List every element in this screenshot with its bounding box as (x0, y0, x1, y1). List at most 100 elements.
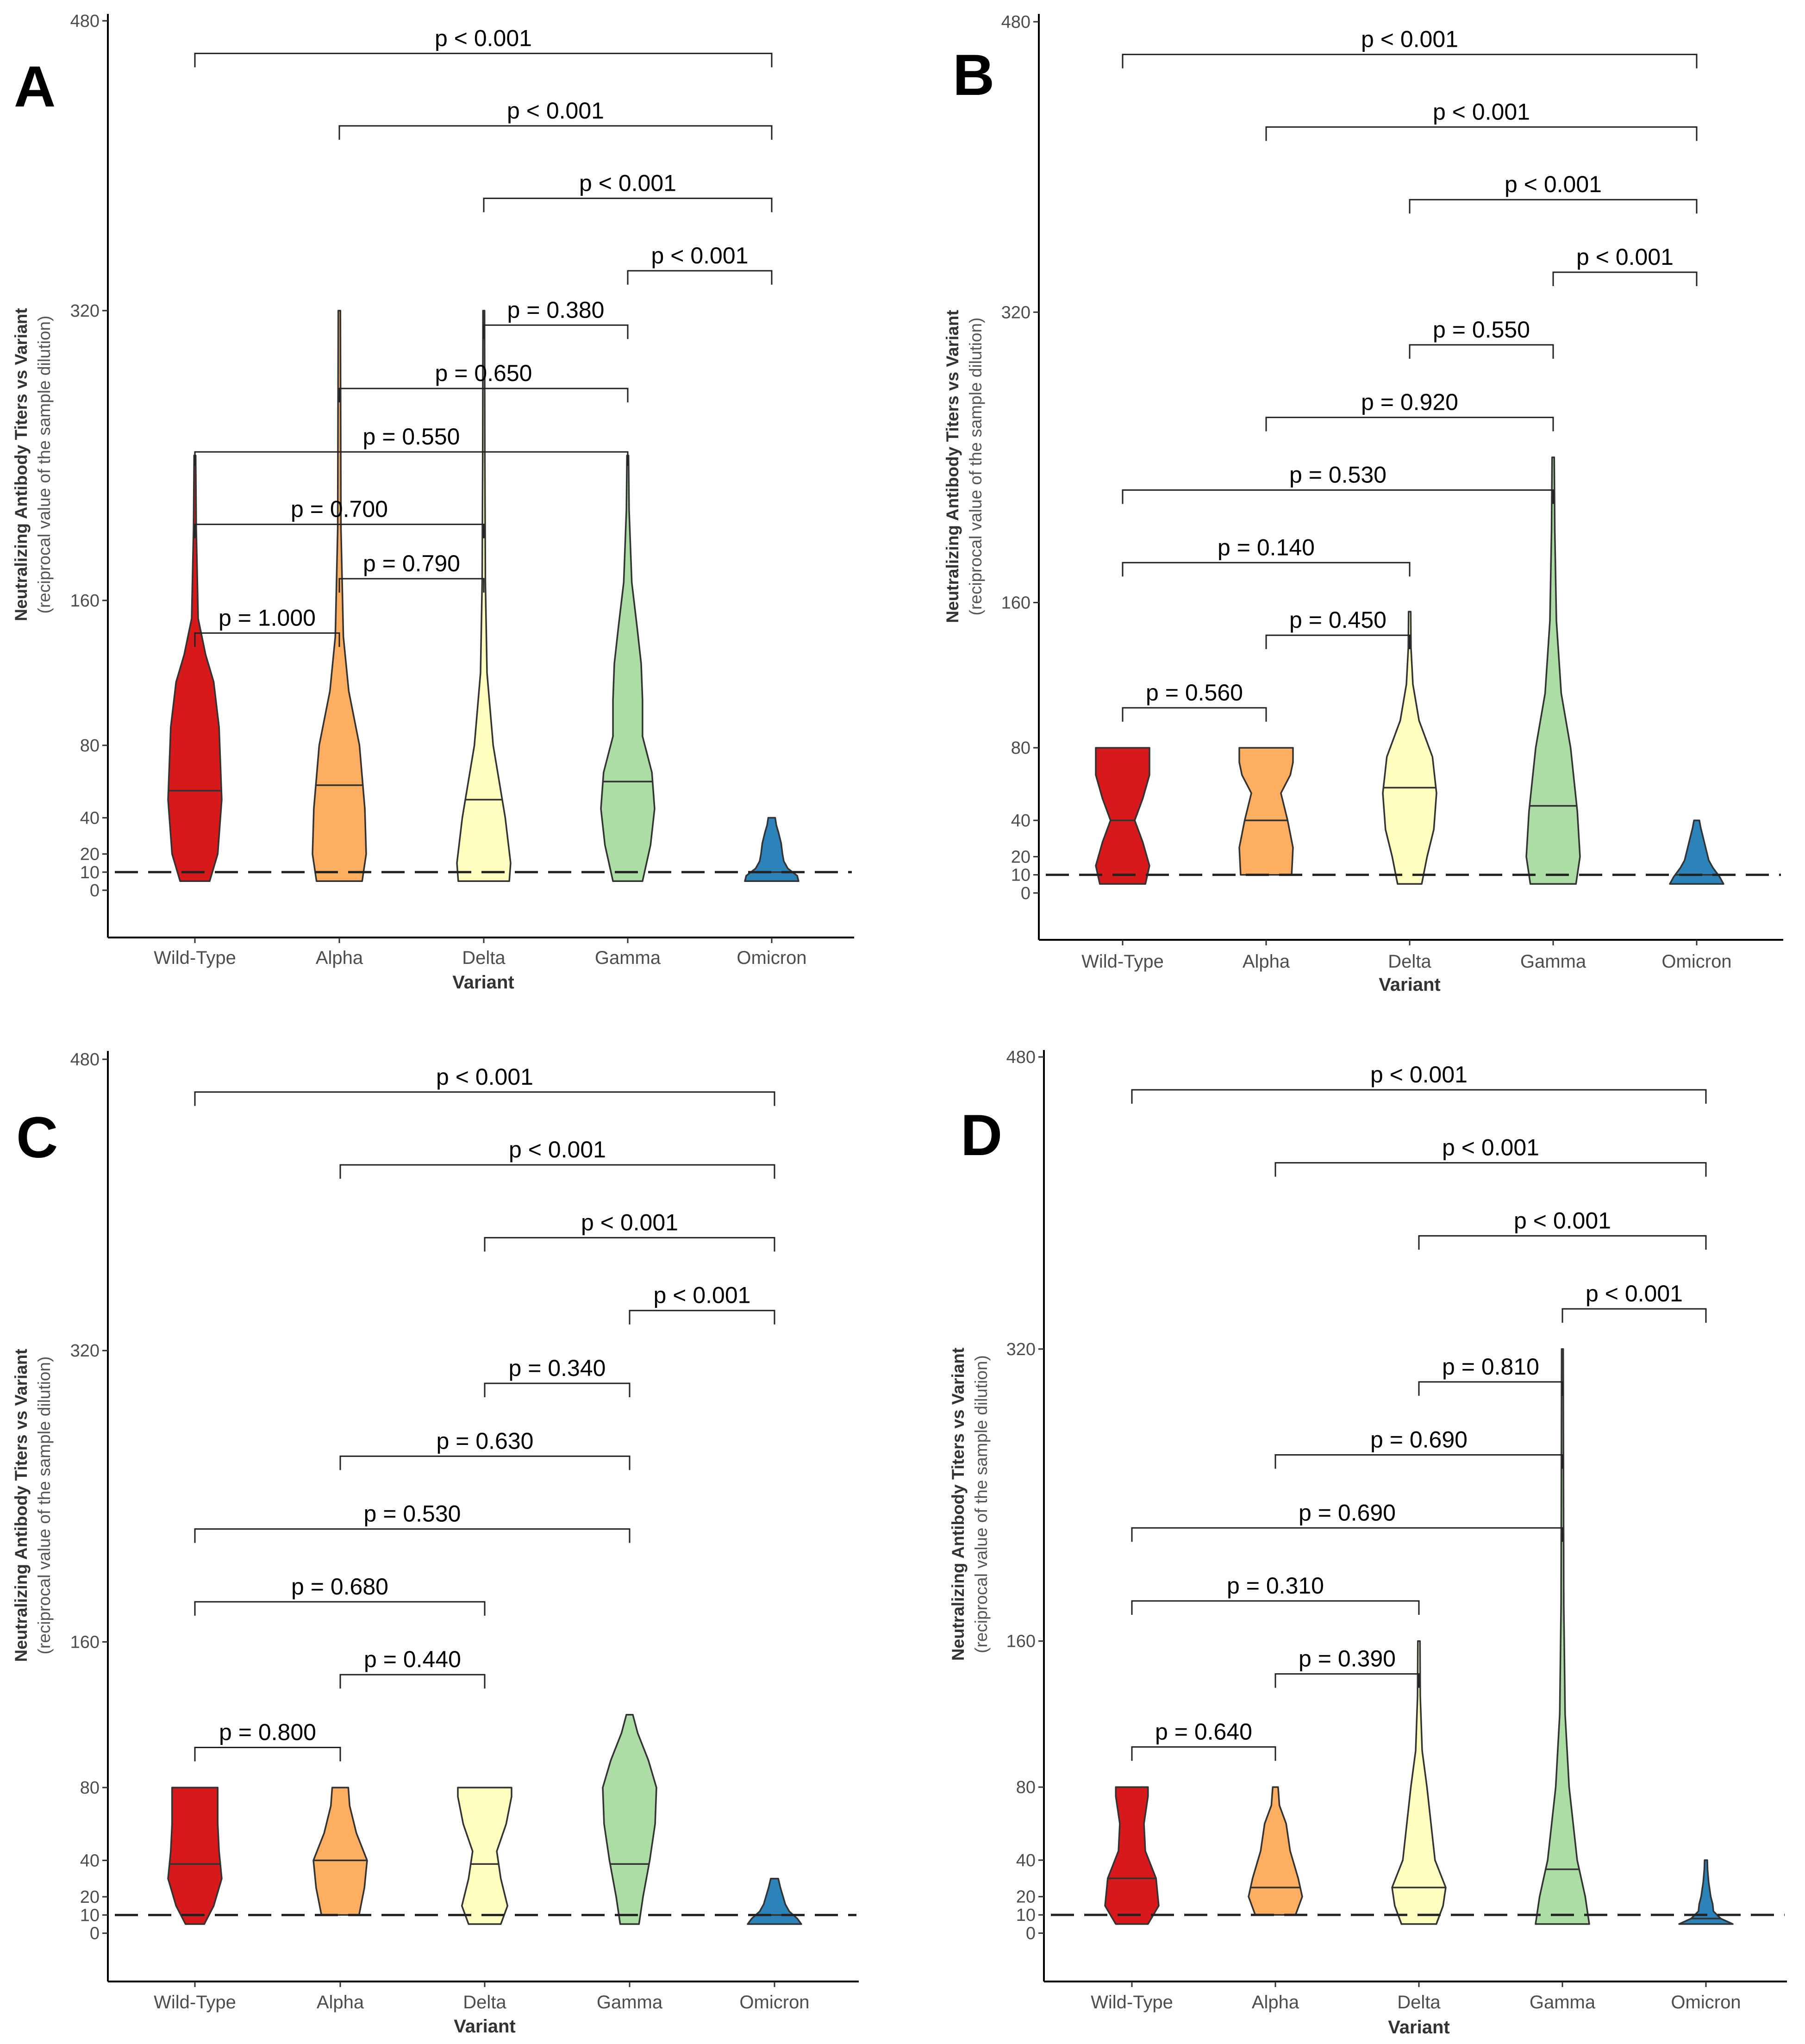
x-tick-label: Alpha (317, 1992, 364, 2013)
x-tick-label: Omicron (739, 1992, 809, 2013)
comparison-bracket (339, 1455, 631, 1470)
p-value-label: p < 0.001 (1370, 1062, 1468, 1088)
violin-delta (456, 310, 512, 882)
comparison-bracket (1131, 1089, 1707, 1104)
p-value-label: p = 0.920 (1361, 389, 1458, 415)
p-value-label: p = 0.530 (1289, 462, 1387, 488)
comparison-bracket (1122, 707, 1267, 722)
violin-alpha (312, 310, 367, 882)
comparison-bracket (338, 125, 773, 140)
violin-omicron (747, 1877, 802, 1925)
comparison-bracket (484, 1237, 775, 1252)
comparison-bracket (338, 578, 485, 593)
comparison-bracket (1265, 126, 1698, 141)
comparison-bracket (1265, 634, 1411, 650)
y-tick-label: 0 (1026, 1924, 1036, 1944)
comparison-bracket (194, 524, 485, 538)
violin-alpha (1248, 1786, 1303, 1916)
y-tick-label: 320 (70, 1341, 100, 1361)
p-value-label: p = 0.680 (291, 1574, 388, 1600)
comparison-bracket (339, 1164, 775, 1179)
comparison-bracket (483, 324, 629, 339)
x-axis-title: Variant (1388, 2017, 1449, 2038)
y-axis-subtitle: (reciprocal value of the sample dilution… (966, 318, 985, 616)
violin-gamma (602, 1714, 657, 1925)
y-tick-label: 20 (80, 845, 100, 864)
comparison-bracket (194, 1601, 486, 1616)
y-tick-label: 40 (80, 808, 100, 828)
p-value-label: p = 0.640 (1155, 1719, 1252, 1744)
comparison-bracket (1409, 199, 1698, 214)
comparison-bracket (194, 1528, 631, 1543)
comparison-bracket (483, 197, 773, 213)
y-tick-label: 20 (1011, 847, 1031, 867)
y-axis-title: Neutralizing Antibody Titers vs Variant (12, 1349, 31, 1662)
y-tick-label: 10 (1011, 866, 1031, 885)
panel-letter: C (16, 1106, 58, 1170)
y-tick-label: 0 (90, 1924, 100, 1944)
p-value-label: p = 0.550 (1433, 317, 1530, 343)
p-value-label: p < 0.001 (1433, 99, 1530, 125)
y-tick-label: 0 (1021, 884, 1031, 903)
p-value-label: p < 0.001 (579, 170, 676, 196)
p-value-label: p < 0.001 (581, 1209, 678, 1235)
comparison-bracket (1274, 1673, 1420, 1688)
y-tick-label: 480 (70, 12, 100, 31)
p-value-label: p = 0.690 (1299, 1500, 1396, 1525)
violin-omicron (1669, 819, 1724, 885)
violin-gamma (1525, 456, 1581, 885)
x-tick-label: Wild-Type (154, 948, 236, 968)
x-tick-label: Delta (462, 948, 506, 968)
violin-wild-type (1095, 747, 1150, 885)
x-tick-label: Gamma (1530, 1992, 1596, 2013)
p-value-label: p = 0.340 (509, 1355, 606, 1381)
p-value-label: p < 0.001 (436, 1064, 533, 1090)
p-value-label: p = 0.530 (364, 1501, 461, 1527)
y-tick-label: 480 (1001, 13, 1031, 32)
comparison-bracket (1409, 344, 1554, 359)
violin-gamma (600, 455, 656, 882)
comparison-bracket (339, 1674, 486, 1689)
p-value-label: p < 0.001 (1442, 1135, 1539, 1161)
y-axis-title: Neutralizing Antibody Titers vs Variant (12, 308, 31, 621)
comparison-bracket (1418, 1235, 1707, 1250)
p-value-label: p = 0.810 (1442, 1354, 1539, 1380)
violin-omicron (1678, 1859, 1734, 1925)
comparison-bracket (194, 1091, 775, 1106)
x-tick-label: Gamma (1520, 951, 1586, 972)
y-tick-label: 320 (1006, 1340, 1036, 1359)
x-tick-label: Gamma (597, 1992, 663, 2013)
comparison-bracket (1274, 1454, 1563, 1469)
comparison-bracket (1418, 1381, 1563, 1396)
y-axis-subtitle: (reciprocal value of the sample dilution… (35, 1356, 54, 1655)
comparison-bracket (194, 1747, 341, 1762)
y-tick-label: 40 (1011, 811, 1031, 831)
violin-gamma (1535, 1348, 1590, 1925)
y-axis-title: Neutralizing Antibody Titers vs Variant (949, 1348, 968, 1661)
comparison-bracket (629, 1310, 775, 1325)
y-axis-title: Neutralizing Antibody Titers vs Variant (943, 310, 962, 623)
comparison-bracket (194, 632, 340, 647)
p-value-label: p = 0.560 (1146, 680, 1243, 706)
y-tick-label: 320 (70, 301, 100, 321)
p-value-label: p < 0.001 (1505, 171, 1602, 197)
violin-alpha (1238, 747, 1294, 876)
x-tick-label: Alpha (1252, 1992, 1299, 2013)
comparison-bracket (1122, 489, 1554, 504)
y-tick-label: 320 (1001, 303, 1031, 322)
panel-letter: A (14, 55, 56, 119)
panel-letter: D (961, 1103, 1002, 1168)
violin-omicron (744, 817, 799, 882)
p-value-label: p < 0.001 (1576, 244, 1674, 270)
violin-delta (457, 1787, 512, 1925)
y-tick-label: 20 (1016, 1888, 1036, 1907)
comparison-bracket (1131, 1600, 1420, 1615)
comparison-bracket (1552, 271, 1698, 287)
p-value-label: p = 0.450 (1289, 607, 1387, 633)
x-tick-label: Omicron (1661, 951, 1731, 972)
x-tick-label: Gamma (595, 948, 661, 968)
x-tick-label: Wild-Type (1081, 951, 1164, 972)
y-tick-label: 160 (1006, 1632, 1036, 1651)
y-tick-label: 10 (1016, 1906, 1036, 1925)
